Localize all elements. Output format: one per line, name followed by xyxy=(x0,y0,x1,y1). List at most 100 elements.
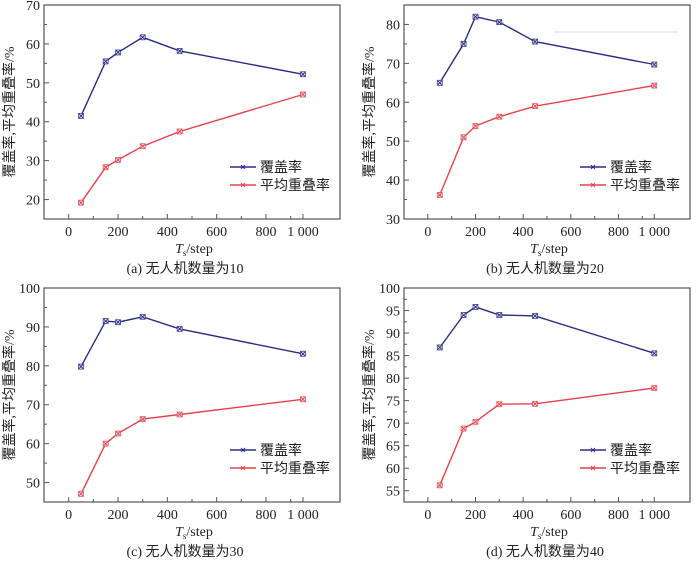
x-axis-label: Ts/step xyxy=(175,242,213,258)
y-tick-label: 30 xyxy=(386,213,400,228)
data-point-overlap xyxy=(115,430,121,437)
data-point-coverage xyxy=(115,49,121,56)
x-tick-label: 400 xyxy=(513,508,534,523)
x-tick-label: 0 xyxy=(424,225,431,240)
legend-label: 覆盖率 xyxy=(610,442,652,459)
data-point-coverage xyxy=(460,312,467,318)
data-point-overlap xyxy=(532,103,538,110)
x-tick-label: 200 xyxy=(465,508,486,523)
data-point-overlap xyxy=(651,82,658,89)
y-tick-label: 90 xyxy=(26,321,40,336)
legend-label: 覆盖率 xyxy=(260,442,302,459)
caption-c: (c) 无人机数量为30 xyxy=(126,545,244,560)
data-point-overlap xyxy=(102,440,109,447)
legend-item-overlap: 平均重叠率 xyxy=(580,460,680,477)
legend-label: 平均重叠率 xyxy=(610,460,680,477)
data-point-coverage xyxy=(472,13,479,20)
data-point-coverage xyxy=(460,41,467,47)
x-tick-label: 200 xyxy=(465,225,486,240)
data-point-coverage xyxy=(300,71,306,78)
data-point-overlap xyxy=(496,401,503,408)
x-tick-label: 0 xyxy=(65,508,72,523)
y-tick-label: 70 xyxy=(26,0,40,14)
caption-b: (b) 无人机数量为20 xyxy=(486,262,604,277)
legend-item-coverage: 覆盖率 xyxy=(230,159,302,176)
data-point-coverage xyxy=(472,304,479,310)
legend-item-overlap: 平均重叠率 xyxy=(230,460,330,477)
legend-item-overlap: 平均重叠率 xyxy=(580,177,680,194)
data-point-overlap xyxy=(139,143,146,150)
data-point-coverage xyxy=(139,313,146,320)
y-tick-label: 50 xyxy=(386,135,400,150)
x-tick-label: 1 000 xyxy=(287,225,319,240)
data-point-coverage xyxy=(496,312,503,318)
data-point-overlap xyxy=(139,416,146,423)
caption-a: (a) 无人机数量为10 xyxy=(126,262,244,277)
data-point-coverage xyxy=(436,344,443,351)
x-axis-label: Ts/step xyxy=(530,242,568,258)
data-point-overlap xyxy=(472,123,479,129)
x-tick-label: 400 xyxy=(157,508,178,523)
x-tick-label: 600 xyxy=(206,508,227,523)
series-line-coverage xyxy=(439,306,655,354)
y-tick-label: 80 xyxy=(26,360,40,375)
y-tick-label: 65 xyxy=(386,440,400,455)
y-axis-label: 覆盖率,平均重叠率/% xyxy=(1,46,18,177)
data-point-coverage xyxy=(115,319,121,326)
y-axis-label: 覆盖率,平均重叠率/% xyxy=(361,46,378,177)
y-tick-label: 55 xyxy=(386,485,400,500)
data-point-overlap xyxy=(436,191,443,198)
data-point-overlap xyxy=(436,482,443,489)
series-line-coverage xyxy=(80,316,304,367)
series-line-overlap xyxy=(80,398,304,495)
data-point-coverage xyxy=(176,48,183,54)
legend-item-coverage: 覆盖率 xyxy=(230,442,302,459)
x-tick-label: 400 xyxy=(157,225,178,240)
data-point-coverage xyxy=(176,325,183,332)
legend-item-overlap: 平均重叠率 xyxy=(230,177,330,194)
data-point-coverage xyxy=(436,79,443,86)
x-tick-label: 1 000 xyxy=(639,508,671,523)
data-point-overlap xyxy=(300,396,306,403)
caption-d: (d) 无人机数量为40 xyxy=(486,545,604,560)
data-point-coverage xyxy=(532,313,538,319)
chart-a: 20 30 40 50 60 70 0 200 400 600 800 1 000 Ts/step 覆盖率… xyxy=(1,0,341,258)
x-tick-label: 800 xyxy=(256,225,277,240)
data-point-overlap xyxy=(460,134,467,141)
y-tick-label: 75 xyxy=(386,395,400,410)
data-point-overlap xyxy=(78,490,84,497)
y-tick-label: 90 xyxy=(386,327,400,342)
data-point-overlap xyxy=(460,425,467,432)
data-point-overlap xyxy=(176,128,183,135)
y-tick-label: 40 xyxy=(26,116,40,131)
legend-item-coverage: 覆盖率 xyxy=(580,159,652,176)
data-point-overlap xyxy=(102,164,109,171)
x-tick-label: 200 xyxy=(108,508,129,523)
y-tick-label: 85 xyxy=(386,350,400,365)
y-tick-label: 80 xyxy=(386,18,400,33)
data-point-coverage xyxy=(102,318,109,324)
x-tick-label: 400 xyxy=(513,225,534,240)
x-tick-label: 0 xyxy=(65,225,72,240)
data-point-overlap xyxy=(115,156,121,163)
y-tick-label: 100 xyxy=(379,282,400,297)
data-point-overlap xyxy=(496,113,503,120)
y-tick-label: 95 xyxy=(386,305,400,320)
data-point-coverage xyxy=(78,112,84,119)
series-line-coverage xyxy=(439,15,655,84)
x-axis-label: Ts/step xyxy=(175,525,213,541)
series-line-overlap xyxy=(80,93,304,204)
y-tick-label: 50 xyxy=(26,77,40,92)
legend-label: 平均重叠率 xyxy=(260,460,330,477)
data-point-overlap xyxy=(78,199,84,206)
data-point-overlap xyxy=(651,385,658,391)
y-tick-label: 70 xyxy=(386,57,400,72)
legend-label: 平均重叠率 xyxy=(610,177,680,194)
